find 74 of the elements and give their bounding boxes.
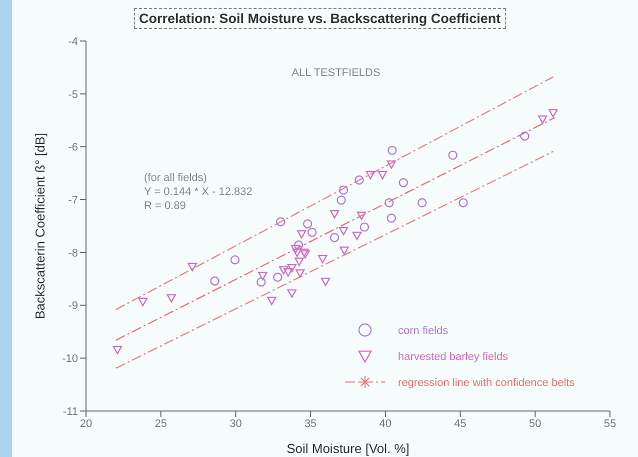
x-axis-title: Soil Moisture [Vol. %] bbox=[286, 441, 410, 456]
y-tick-label: -7 bbox=[68, 194, 78, 206]
point bbox=[302, 219, 312, 228]
y-tick-label: -4 bbox=[68, 36, 78, 48]
point bbox=[287, 264, 296, 272]
point bbox=[388, 146, 397, 156]
point bbox=[267, 296, 276, 306]
point bbox=[318, 254, 328, 264]
point bbox=[458, 198, 468, 208]
point bbox=[256, 277, 266, 287]
point bbox=[112, 346, 122, 354]
y-tick-label: -10 bbox=[62, 353, 78, 366]
point bbox=[338, 226, 348, 236]
annotation: Y = 0.144 * X - 12.832 bbox=[144, 186, 252, 198]
y-tick-label: -5 bbox=[68, 88, 78, 101]
annotation: (for all fields) bbox=[144, 172, 207, 184]
point bbox=[210, 276, 220, 286]
y-axis-title: Backscatterin Coefficient ß° [dB] bbox=[32, 132, 48, 320]
point bbox=[340, 246, 349, 255]
point bbox=[356, 212, 366, 220]
y-tick-label: -11 bbox=[62, 406, 78, 418]
point bbox=[520, 132, 530, 141]
point bbox=[448, 150, 458, 160]
point bbox=[294, 258, 304, 266]
point bbox=[398, 178, 408, 188]
point bbox=[188, 262, 197, 272]
point bbox=[418, 198, 427, 208]
point bbox=[538, 115, 548, 124]
x-tick-label: 40 bbox=[379, 418, 392, 430]
text: corn fields bbox=[398, 325, 449, 337]
chart-title: Correlation: Soil Moisture vs. Backscattering Coefficient bbox=[134, 8, 506, 29]
point bbox=[307, 228, 317, 237]
point bbox=[352, 232, 362, 240]
point bbox=[366, 170, 376, 180]
point bbox=[330, 210, 340, 218]
point bbox=[320, 278, 330, 286]
x-tick-label: 35 bbox=[304, 418, 317, 430]
point bbox=[384, 198, 394, 208]
point bbox=[386, 213, 396, 223]
point bbox=[279, 266, 288, 274]
point bbox=[386, 160, 396, 169]
point bbox=[330, 233, 340, 242]
point bbox=[166, 294, 176, 302]
point bbox=[295, 269, 305, 278]
y-tick-label: -9 bbox=[68, 300, 78, 312]
point bbox=[276, 217, 286, 226]
x-tick-label: 25 bbox=[154, 418, 167, 430]
y-tick-label: -8 bbox=[68, 247, 78, 260]
point bbox=[138, 298, 148, 306]
text: harvested barley fields bbox=[398, 351, 509, 363]
y-tick-label: -6 bbox=[68, 142, 78, 154]
point bbox=[360, 222, 370, 232]
legend-label: regression line with confidence belts bbox=[398, 377, 576, 389]
point bbox=[296, 230, 306, 239]
point bbox=[294, 240, 304, 250]
point bbox=[291, 244, 300, 254]
point bbox=[230, 255, 240, 264]
annotation: R = 0.89 bbox=[144, 200, 186, 212]
x-tick-label: 20 bbox=[80, 418, 92, 430]
x-tick-label: 45 bbox=[454, 418, 466, 430]
point bbox=[354, 175, 364, 185]
x-tick-label: 55 bbox=[604, 418, 616, 430]
x-tick-label: 50 bbox=[529, 418, 542, 430]
point bbox=[292, 248, 302, 258]
point bbox=[336, 196, 346, 205]
x-tick-label: 30 bbox=[230, 418, 242, 430]
point bbox=[273, 272, 282, 282]
point bbox=[548, 109, 558, 118]
point bbox=[338, 185, 348, 195]
point bbox=[378, 170, 388, 180]
point bbox=[258, 272, 268, 280]
point bbox=[284, 268, 293, 277]
text: ALL TESTFIELDS bbox=[292, 67, 380, 79]
point bbox=[287, 289, 296, 298]
